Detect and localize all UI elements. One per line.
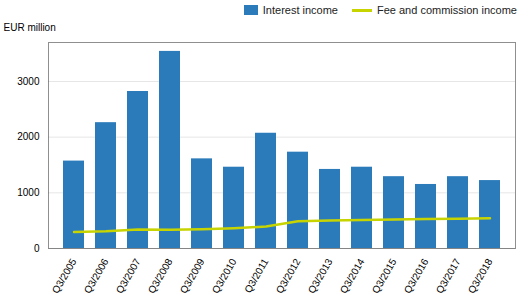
svg-text:Q3/2018: Q3/2018 <box>466 256 495 295</box>
svg-text:Q3/2009: Q3/2009 <box>178 256 207 295</box>
svg-text:Q3/2008: Q3/2008 <box>146 256 175 295</box>
html-text:Interest income: Interest income <box>262 4 338 16</box>
svg-text:2000: 2000 <box>17 131 40 142</box>
svg-text:Q3/2006: Q3/2006 <box>82 256 111 295</box>
svg-text:EUR million: EUR million <box>4 22 56 33</box>
svg-text:Q3/2005: Q3/2005 <box>50 256 79 295</box>
svg-text:1000: 1000 <box>17 187 40 198</box>
html-text:Fee and commission income: Fee and commission income <box>377 4 517 16</box>
svg-text:Q3/2014: Q3/2014 <box>338 256 367 295</box>
svg-text:3000: 3000 <box>17 76 40 87</box>
svg-text:Q3/2012: Q3/2012 <box>274 256 303 295</box>
svg-text:Q3/2011: Q3/2011 <box>242 256 271 294</box>
svg-text:Q3/2007: Q3/2007 <box>114 256 143 295</box>
svg-text:Q3/2017: Q3/2017 <box>434 256 463 295</box>
svg-text:Q3/2010: Q3/2010 <box>210 256 239 295</box>
svg-text:Q3/2013: Q3/2013 <box>306 256 335 295</box>
svg-text:0: 0 <box>34 243 40 254</box>
svg-text:Q3/2016: Q3/2016 <box>402 256 431 295</box>
svg-text:Q3/2015: Q3/2015 <box>370 256 399 295</box>
